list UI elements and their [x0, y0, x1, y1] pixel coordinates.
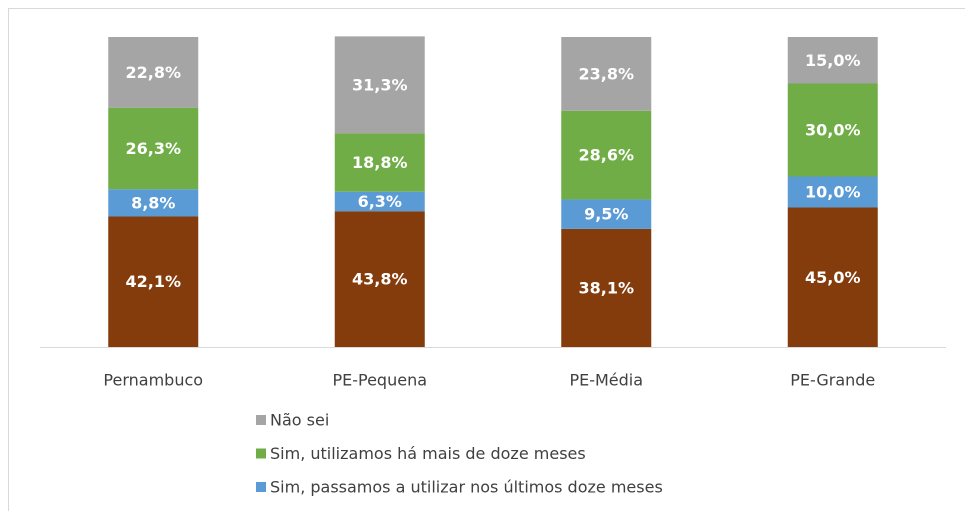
legend-swatch — [256, 448, 266, 459]
value-label: 23,8% — [578, 64, 634, 83]
bar-segment — [561, 199, 652, 229]
value-label: 43,8% — [352, 270, 408, 289]
value-label: 15,0% — [805, 51, 861, 70]
bar-segment — [334, 133, 425, 192]
bar-segment — [334, 36, 425, 134]
value-label: 18,8% — [352, 153, 408, 172]
value-label: 9,5% — [584, 205, 628, 224]
bar-segment — [561, 110, 652, 200]
legend-label: Sim, utilizamos há mais de doze meses — [270, 444, 586, 463]
value-label: 28,6% — [578, 146, 634, 165]
value-label: 31,3% — [352, 75, 408, 94]
bar-segment — [787, 207, 878, 347]
bar-segment — [108, 189, 199, 217]
x-tick-label: PE-Grande — [790, 371, 875, 390]
value-label: 8,8% — [131, 193, 175, 212]
bar-segment — [108, 216, 199, 347]
bar-segment — [787, 37, 878, 84]
value-label: 45,0% — [805, 268, 861, 287]
value-label: 26,3% — [125, 139, 181, 158]
bar-segment — [108, 107, 199, 190]
bar-segment — [108, 37, 199, 108]
bar-segment — [561, 37, 652, 111]
value-label: 10,0% — [805, 183, 861, 202]
bar-segment — [561, 228, 652, 347]
x-tick-label: Pernambuco — [103, 371, 203, 390]
value-label: 42,1% — [125, 272, 181, 291]
bar-segment — [787, 83, 878, 177]
bar-segment — [334, 211, 425, 347]
bar-segment — [334, 191, 425, 212]
value-label: 38,1% — [578, 278, 634, 297]
value-label: 22,8% — [125, 63, 181, 82]
value-label: 6,3% — [358, 192, 402, 211]
bar-segment — [787, 176, 878, 208]
legend-label: Sim, passamos a utilizar nos últimos doz… — [270, 478, 663, 497]
x-tick-label: PE-Pequena — [332, 371, 427, 390]
x-tick-label: PE-Média — [569, 371, 643, 390]
legend-swatch — [256, 482, 266, 492]
legend-label: Não sei — [270, 411, 329, 430]
legend-swatch — [256, 415, 266, 425]
value-label: 30,0% — [805, 121, 861, 140]
